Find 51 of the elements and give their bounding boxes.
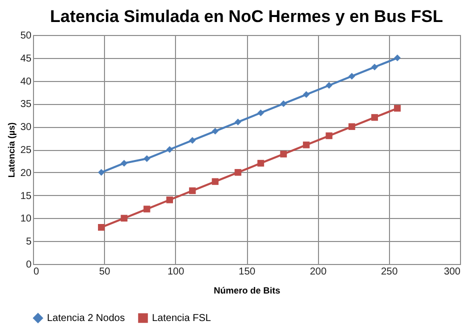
point [326, 132, 332, 140]
x-tick-label: 150 [238, 266, 256, 278]
y-tick-label: 15 [20, 190, 32, 202]
point [234, 169, 242, 176]
point [189, 187, 196, 194]
point [348, 123, 356, 130]
y-tick-label: 10 [20, 214, 32, 225]
y-tick-label: 35 [20, 99, 32, 110]
x-tick-label: 250 [380, 266, 398, 278]
point [394, 104, 401, 112]
point [166, 196, 173, 204]
point [120, 214, 128, 222]
point [394, 54, 401, 62]
point [120, 160, 128, 167]
y-tick-label: 40 [20, 76, 32, 88]
point [234, 118, 242, 126]
y-tick-label: 5 [26, 236, 32, 248]
point [98, 224, 105, 231]
x-tick-label: 0 [34, 266, 40, 278]
point [371, 114, 378, 121]
legend-label: Latencia FSL [152, 313, 212, 324]
y-tick-label: 30 [20, 122, 32, 134]
chart-title: Latencia Simulada en NoC Hermes y en Bus FSL [50, 7, 444, 26]
x-axis-title: Número de Bits [214, 286, 280, 296]
legend-label: Latencia 2 Nodos [47, 313, 125, 324]
x-tick-label: 200 [310, 266, 327, 278]
x-tick-label: 100 [167, 266, 185, 278]
point [280, 150, 287, 158]
point [302, 91, 310, 98]
x-tick-label: 50 [99, 266, 111, 278]
point [348, 72, 356, 80]
x-tick-label: 300 [444, 266, 461, 278]
y-tick-label: 25 [20, 145, 32, 156]
y-tick-label: 50 [20, 30, 32, 42]
y-axis-title: Latencia (µs) [6, 122, 16, 178]
point [189, 136, 196, 144]
point [98, 169, 105, 176]
point [257, 110, 264, 116]
point [257, 160, 264, 167]
point [326, 82, 332, 89]
y-tick-label: 45 [20, 53, 32, 64]
point [212, 178, 219, 185]
point [371, 64, 378, 70]
point [212, 128, 219, 135]
point [144, 206, 150, 212]
y-tick-label: 20 [20, 168, 32, 179]
y-tick-label: 0 [26, 260, 32, 270]
point [302, 142, 310, 148]
point [166, 146, 173, 153]
point [144, 155, 150, 162]
point [280, 100, 287, 108]
